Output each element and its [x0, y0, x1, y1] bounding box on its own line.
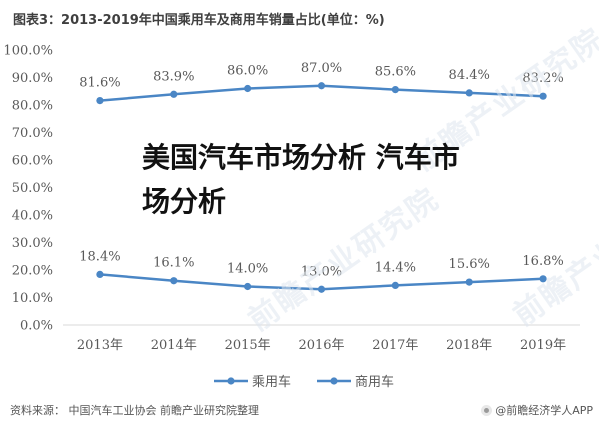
y-tick-label: 90.0%	[12, 71, 53, 86]
data-label: 81.6%	[79, 76, 120, 91]
x-tick-label: 2013年	[77, 338, 123, 353]
legend-label: 商用车	[355, 374, 394, 390]
data-point	[391, 86, 399, 94]
data-point	[465, 278, 473, 286]
data-label: 87.0%	[301, 61, 342, 76]
legend-marker	[227, 377, 235, 385]
chart-title: 图表3：2013-2019年中国乘用车及商用车销量占比(单位：%)	[13, 13, 385, 28]
x-tick-label: 2017年	[372, 338, 418, 353]
y-tick-label: 80.0%	[12, 99, 53, 114]
data-label: 83.9%	[153, 69, 194, 84]
data-label: 18.4%	[79, 249, 120, 264]
y-tick-label: 50.0%	[12, 181, 53, 196]
data-label: 13.0%	[301, 264, 342, 279]
data-point	[539, 275, 547, 283]
data-label: 85.6%	[375, 65, 416, 80]
overlay-headline: 美国汽车市场分析 汽车市场分析	[142, 141, 460, 218]
legend-label: 乘用车	[252, 374, 291, 390]
data-label: 14.4%	[375, 260, 416, 275]
y-tick-label: 40.0%	[12, 209, 53, 224]
legend-marker	[330, 377, 338, 385]
y-tick-label: 10.0%	[12, 291, 53, 306]
legend: 乘用车 商用车	[214, 374, 394, 390]
data-point	[317, 82, 326, 90]
x-tick-label: 2016年	[298, 338, 344, 353]
x-axis: 2013年 2014年 2015年 2016年 2017年 2018年 2019年	[63, 324, 580, 353]
y-axis: 0.0% 10.0% 20.0% 30.0% 40.0% 50.0% 60.0% 70.0% 8…	[3, 44, 53, 334]
data-label: 16.1%	[153, 256, 194, 271]
data-label: 84.4%	[449, 68, 490, 83]
series-lines	[96, 82, 547, 293]
data-label: 83.2%	[522, 71, 563, 86]
data-label: 14.0%	[227, 262, 268, 277]
source-note: 资料来源： 中国汽车工业协会 前瞻产业研究院整理	[10, 404, 259, 417]
data-point	[244, 84, 252, 93]
brand-logo-icon	[481, 404, 493, 416]
y-tick-label: 0.0%	[20, 319, 53, 334]
data-point	[317, 285, 326, 293]
y-tick-label: 30.0%	[12, 236, 53, 251]
data-point	[465, 89, 473, 97]
data-point	[96, 270, 104, 278]
y-tick-label: 20.0%	[12, 264, 53, 279]
data-point	[170, 277, 178, 285]
x-tick-label: 2019年	[520, 338, 566, 353]
x-tick-label: 2015年	[225, 338, 271, 353]
data-label: 16.8%	[522, 254, 563, 269]
y-tick-label: 70.0%	[12, 126, 53, 141]
data-labels: 81.6% 83.9% 86.0% 87.0% 85.6% 84.4% 83.2% 18.4%…	[79, 61, 563, 280]
y-tick-label: 100.0%	[3, 44, 53, 59]
data-label: 15.6%	[449, 257, 490, 272]
data-point	[244, 282, 252, 291]
data-point	[96, 97, 104, 105]
data-point	[539, 92, 547, 100]
data-label: 86.0%	[227, 64, 268, 79]
brand-label: @前瞻经济学人APP	[495, 404, 593, 417]
x-tick-label: 2018年	[446, 338, 492, 353]
brand-credit: @前瞻经济学人APP	[481, 402, 593, 418]
x-tick-label: 2014年	[151, 338, 197, 353]
data-point	[170, 90, 178, 98]
data-point	[391, 281, 399, 289]
y-tick-label: 60.0%	[12, 154, 53, 169]
